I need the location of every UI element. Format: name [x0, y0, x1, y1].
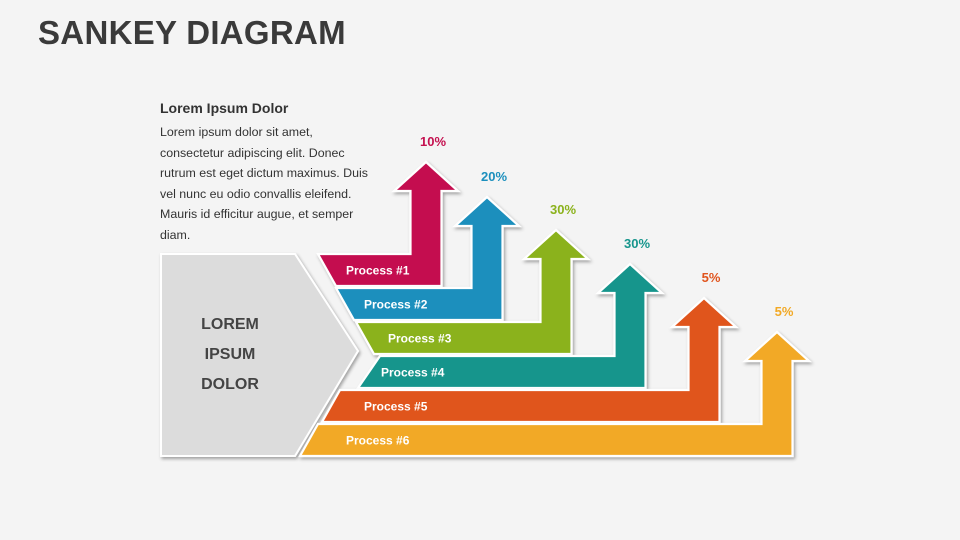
flow-value-4: 30%: [624, 236, 650, 251]
flow-4: Process #4 30%: [355, 236, 665, 390]
flow-arrow-1: [316, 160, 461, 288]
flow-arrow-2: [334, 195, 522, 322]
source-label-line-1: LOREM: [201, 316, 259, 333]
flow-label-6: Process #6: [346, 434, 410, 448]
flow-5: Process #5 5%: [320, 270, 739, 424]
flow-value-5: 5%: [702, 270, 721, 285]
flow-6: Process #6 5%: [298, 304, 812, 458]
page-title: SANKEY DIAGRAM: [38, 14, 346, 51]
flow-value-2: 20%: [481, 169, 507, 184]
description-block: Lorem Ipsum Dolor Lorem ipsum dolor sit …: [160, 100, 370, 245]
flow-label-4: Process #4: [381, 366, 445, 380]
flow-value-3: 30%: [550, 202, 576, 217]
flow-arrow-4: [355, 262, 665, 390]
source-pentagon: [160, 253, 360, 457]
flow-label-2: Process #2: [364, 298, 428, 312]
flow-label-5: Process #5: [364, 400, 428, 414]
flow-arrow-6: [298, 330, 812, 458]
flow-value-6: 5%: [775, 304, 794, 319]
flow-1: Process #1 10%: [316, 134, 461, 288]
flow-label-3: Process #3: [388, 332, 452, 346]
flow-2: Process #2 20%: [334, 169, 522, 322]
source-label: LOREM IPSUM DOLOR: [188, 310, 272, 400]
flows-layer: Process #110%Process #220%Process #330%P…: [298, 134, 812, 458]
source-label-line-3: DOLOR: [201, 376, 259, 393]
source-label-line-2: IPSUM: [204, 346, 256, 363]
description-body: Lorem ipsum dolor sit amet, consectetur …: [160, 125, 368, 242]
flow-arrow-5: [320, 296, 739, 424]
flow-value-1: 10%: [420, 134, 446, 149]
flow-3: Process #3 30%: [354, 202, 591, 356]
flow-label-1: Process #1: [346, 264, 410, 278]
flow-arrow-3: [354, 228, 591, 356]
description-heading: Lorem Ipsum Dolor: [160, 100, 289, 116]
